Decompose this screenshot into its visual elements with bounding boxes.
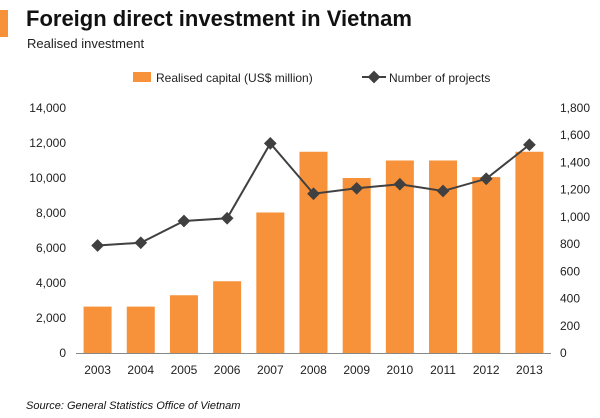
left-axis-tick-label: 4,000 [36, 276, 66, 290]
right-axis-tick-label: 200 [560, 319, 580, 333]
bar-2010 [385, 160, 414, 353]
legend-bar-label: Realised capital (US$ million) [156, 71, 313, 85]
legend-bar-swatch [133, 72, 151, 82]
left-axis-tick-label: 12,000 [29, 136, 66, 150]
projects-point-2009 [350, 181, 364, 195]
x-axis-tick-label: 2005 [171, 363, 198, 377]
right-axis-tick-label: 600 [560, 264, 580, 278]
projects-point-2007 [263, 137, 277, 150]
right-axis-tick-label: 1,800 [560, 101, 590, 115]
right-axis-tick-label: 1,200 [560, 183, 590, 197]
right-axis-ticks: 0 200 400 600 800 1,000 1,200 1,400 1,600 1,800 [560, 101, 590, 360]
bar-2006 [213, 281, 242, 353]
chart-title: Foreign direct investment in Vietnam [26, 6, 412, 31]
bar-2004 [126, 306, 155, 353]
left-axis-tick-label: 8,000 [36, 206, 66, 220]
projects-point-2011 [436, 184, 450, 198]
bar-series [83, 151, 544, 353]
bar-2007 [256, 212, 285, 353]
x-axis-tick-label: 2006 [214, 363, 241, 377]
right-axis-tick-label: 0 [560, 346, 567, 360]
bar-2003 [83, 306, 112, 353]
right-axis-tick-label: 400 [560, 292, 580, 306]
x-axis-tick-label: 2007 [257, 363, 284, 377]
x-axis-tick-label: 2004 [127, 363, 154, 377]
x-axis-tick-label: 2013 [516, 363, 543, 377]
x-axis-ticks: 2003 2004 2005 2006 2007 2008 2009 2010 2011 2012… [84, 363, 543, 377]
x-axis-tick-label: 2009 [343, 363, 370, 377]
projects-point-2008 [307, 187, 320, 201]
title-accent-bar [0, 10, 8, 37]
legend-line-label: Number of projects [389, 71, 490, 85]
x-axis-tick-label: 2010 [387, 363, 414, 377]
projects-point-2004 [134, 236, 148, 250]
bar-2009 [342, 178, 371, 353]
legend: Realised capital (US$ million) Number of… [133, 70, 490, 85]
right-axis-tick-label: 1,400 [560, 155, 590, 169]
x-axis-tick-label: 2011 [430, 363, 456, 377]
bar-2005 [169, 295, 198, 353]
right-axis-tick-label: 1,600 [560, 128, 590, 142]
x-axis-tick-label: 2003 [84, 363, 111, 377]
projects-point-2010 [393, 177, 407, 191]
projects-point-2006 [220, 211, 234, 225]
projects-point-2003 [91, 239, 104, 252]
source-note: Source: General Statistics Office of Vie… [26, 400, 241, 412]
bar-2013 [515, 151, 544, 353]
chart-subtitle: Realised investment [27, 36, 145, 51]
left-axis-tick-label: 6,000 [36, 241, 66, 255]
right-axis-tick-label: 1,000 [560, 210, 590, 224]
x-axis-tick-label: 2008 [300, 363, 327, 377]
bar-2008 [299, 151, 328, 353]
left-axis-tick-label: 0 [59, 346, 66, 360]
left-axis-tick-label: 2,000 [36, 311, 66, 325]
left-axis-tick-label: 10,000 [29, 171, 66, 185]
projects-point-2005 [177, 214, 191, 228]
left-axis-tick-label: 14,000 [29, 101, 66, 115]
x-axis-tick-label: 2012 [473, 363, 500, 377]
bar-2012 [472, 177, 501, 353]
legend-line-marker [367, 70, 381, 84]
left-axis-ticks: 0 2,000 4,000 6,000 8,000 10,000 12,000 14,000 [29, 101, 66, 360]
right-axis-tick-label: 800 [560, 237, 580, 251]
projects-point-2012 [479, 172, 493, 186]
line-series [91, 137, 536, 252]
